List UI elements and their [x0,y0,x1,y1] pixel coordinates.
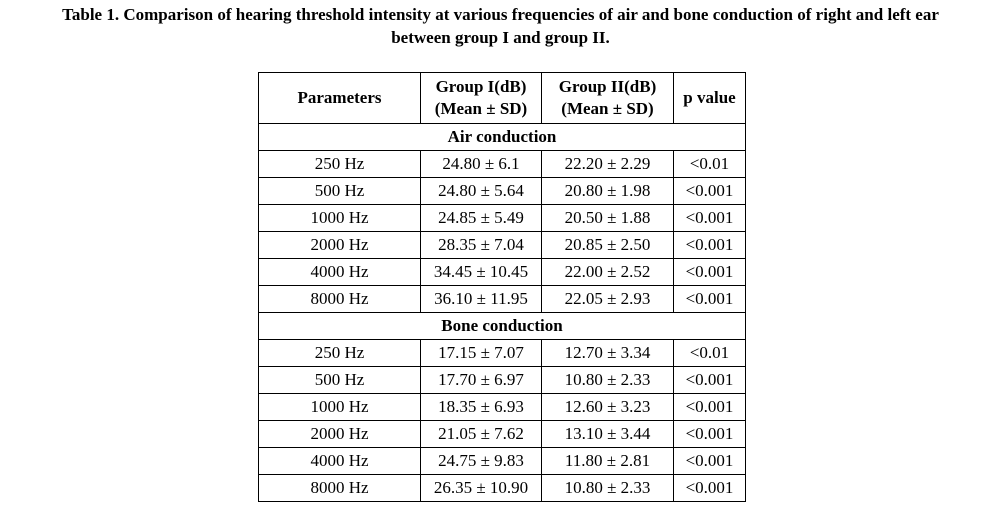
cell-group-2: 22.00 ± 2.52 [541,258,674,286]
caption-line-2: between group I and group II. [391,28,610,47]
cell-group-2: 20.50 ± 1.88 [541,204,674,232]
section-header-row: Bone conduction [258,312,746,340]
header-parameters: Parameters [258,72,421,124]
header-group-2: Group II(dB) (Mean ± SD) [541,72,674,124]
table-row: 250 Hz 24.80 ± 6.1 22.20 ± 2.29 <0.01 [258,150,746,178]
cell-p-value: <0.001 [673,474,746,502]
cell-p-value: <0.001 [673,285,746,313]
table-row: 500 Hz 17.70 ± 6.97 10.80 ± 2.33 <0.001 [258,366,746,394]
cell-group-2: 20.80 ± 1.98 [541,177,674,205]
cell-group-2: 13.10 ± 3.44 [541,420,674,448]
cell-group-2: 10.80 ± 2.33 [541,366,674,394]
cell-group-1: 24.75 ± 9.83 [420,447,542,475]
cell-parameter: 500 Hz [258,366,421,394]
cell-group-1: 26.35 ± 10.90 [420,474,542,502]
table-row: 2000 Hz 21.05 ± 7.62 13.10 ± 3.44 <0.001 [258,420,746,448]
table-row: 4000 Hz 34.45 ± 10.45 22.00 ± 2.52 <0.001 [258,258,746,286]
cell-group-2: 11.80 ± 2.81 [541,447,674,475]
cell-p-value: <0.01 [673,150,746,178]
header-group-2-line-2: (Mean ± SD) [561,99,654,118]
cell-parameter: 8000 Hz [258,474,421,502]
hearing-threshold-table: Parameters Group I(dB) (Mean ± SD) Group… [258,72,746,502]
cell-parameter: 4000 Hz [258,258,421,286]
header-group-1: Group I(dB) (Mean ± SD) [420,72,542,124]
table-row: 8000 Hz 36.10 ± 11.95 22.05 ± 2.93 <0.001 [258,285,746,313]
header-group-1-line-1: Group I(dB) [435,77,527,96]
table-row: 250 Hz 17.15 ± 7.07 12.70 ± 3.34 <0.01 [258,339,746,367]
cell-p-value: <0.001 [673,366,746,394]
table-row: 1000 Hz 18.35 ± 6.93 12.60 ± 3.23 <0.001 [258,393,746,421]
table-caption: Table 1. Comparison of hearing threshold… [0,3,1001,49]
table-row: 500 Hz 24.80 ± 5.64 20.80 ± 1.98 <0.001 [258,177,746,205]
header-row: Parameters Group I(dB) (Mean ± SD) Group… [258,72,746,124]
cell-p-value: <0.001 [673,204,746,232]
table-body: Air conduction 250 Hz 24.80 ± 6.1 22.20 ± 2… [258,123,746,502]
cell-group-1: 21.05 ± 7.62 [420,420,542,448]
table-row: 4000 Hz 24.75 ± 9.83 11.80 ± 2.81 <0.001 [258,447,746,475]
cell-p-value: <0.001 [673,258,746,286]
table-header: Parameters Group I(dB) (Mean ± SD) Group… [258,72,746,124]
cell-parameter: 500 Hz [258,177,421,205]
cell-group-2: 12.60 ± 3.23 [541,393,674,421]
cell-p-value: <0.001 [673,231,746,259]
cell-group-1: 34.45 ± 10.45 [420,258,542,286]
cell-parameter: 250 Hz [258,150,421,178]
header-group-2-line-1: Group II(dB) [558,77,657,96]
cell-group-2: 10.80 ± 2.33 [541,474,674,502]
cell-group-2: 22.05 ± 2.93 [541,285,674,313]
cell-group-1: 18.35 ± 6.93 [420,393,542,421]
table-row: 1000 Hz 24.85 ± 5.49 20.50 ± 1.88 <0.001 [258,204,746,232]
cell-group-2: 22.20 ± 2.29 [541,150,674,178]
section-title: Air conduction [258,123,746,151]
cell-group-1: 17.70 ± 6.97 [420,366,542,394]
cell-parameter: 250 Hz [258,339,421,367]
cell-parameter: 1000 Hz [258,204,421,232]
cell-group-1: 36.10 ± 11.95 [420,285,542,313]
caption-line-1: Table 1. Comparison of hearing threshold… [62,5,939,24]
cell-parameter: 1000 Hz [258,393,421,421]
cell-group-1: 24.85 ± 5.49 [420,204,542,232]
cell-parameter: 4000 Hz [258,447,421,475]
cell-parameter: 8000 Hz [258,285,421,313]
cell-p-value: <0.001 [673,393,746,421]
section-header-row: Air conduction [258,123,746,151]
cell-p-value: <0.01 [673,339,746,367]
table-row: 8000 Hz 26.35 ± 10.90 10.80 ± 2.33 <0.001 [258,474,746,502]
section-title: Bone conduction [258,312,746,340]
cell-p-value: <0.001 [673,447,746,475]
header-parameters-label: Parameters [297,88,382,107]
cell-parameter: 2000 Hz [258,231,421,259]
cell-p-value: <0.001 [673,420,746,448]
cell-group-1: 24.80 ± 5.64 [420,177,542,205]
header-p-value: p value [673,72,746,124]
cell-group-1: 17.15 ± 7.07 [420,339,542,367]
cell-p-value: <0.001 [673,177,746,205]
cell-group-1: 28.35 ± 7.04 [420,231,542,259]
cell-parameter: 2000 Hz [258,420,421,448]
cell-group-1: 24.80 ± 6.1 [420,150,542,178]
header-p-value-label: p value [683,88,736,107]
cell-group-2: 20.85 ± 2.50 [541,231,674,259]
table-row: 2000 Hz 28.35 ± 7.04 20.85 ± 2.50 <0.001 [258,231,746,259]
cell-group-2: 12.70 ± 3.34 [541,339,674,367]
header-group-1-line-2: (Mean ± SD) [434,99,528,118]
